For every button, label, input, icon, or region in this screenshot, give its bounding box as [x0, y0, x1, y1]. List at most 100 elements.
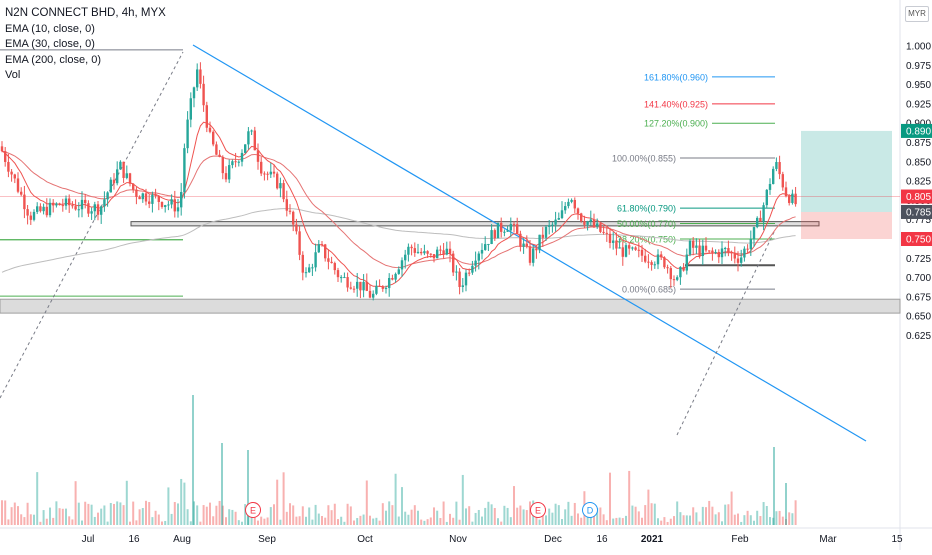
- volume-bar: [215, 505, 218, 525]
- candle-body: [474, 260, 477, 266]
- candle-body: [26, 209, 29, 216]
- candle-body: [189, 98, 192, 120]
- volume-bar: [609, 472, 611, 525]
- volume-bar: [791, 513, 794, 525]
- volume-bar: [769, 517, 771, 525]
- candle-body: [416, 251, 420, 253]
- volume-bar: [737, 513, 739, 525]
- candle-body: [359, 281, 362, 291]
- volume-bar: [29, 514, 32, 525]
- volume-bar: [442, 501, 445, 525]
- candle-body: [224, 173, 228, 180]
- candle-body: [36, 206, 39, 212]
- candle-body: [74, 206, 77, 210]
- candle-body: [208, 127, 212, 132]
- volume-bar: [337, 519, 339, 525]
- candle-body: [42, 206, 45, 212]
- volume-bar: [557, 505, 560, 525]
- candle-body: [96, 204, 100, 215]
- candle-body: [612, 240, 615, 243]
- candle-body: [730, 252, 733, 254]
- volume-bar: [26, 502, 29, 525]
- volume-bar: [465, 508, 467, 525]
- candle-body: [564, 206, 567, 211]
- candle-body: [525, 243, 528, 247]
- volume-bar: [225, 517, 227, 525]
- volume-bar: [509, 517, 512, 525]
- candle-body: [692, 240, 695, 248]
- volume-bar: [717, 512, 720, 525]
- volume-bar: [455, 501, 458, 525]
- volume-bar: [676, 501, 679, 525]
- candle-body: [608, 233, 612, 243]
- candle-body: [740, 257, 743, 263]
- volume-bar: [436, 510, 439, 525]
- volume-bar: [129, 521, 131, 525]
- candle-body: [458, 271, 461, 287]
- volume-bar: [689, 515, 691, 525]
- candle-body: [234, 161, 237, 163]
- volume-bar: [327, 505, 330, 525]
- ema10-label[interactable]: EMA (10, close, 0): [5, 22, 95, 35]
- volume-bar: [762, 502, 765, 525]
- volume-bar: [548, 508, 551, 525]
- candle-body: [250, 130, 253, 132]
- candle-body: [311, 267, 314, 269]
- y-tick-label: 0.950: [906, 80, 931, 91]
- volume-bar: [407, 514, 410, 525]
- y-tick-label: 0.925: [906, 99, 931, 110]
- candle-body: [276, 173, 279, 189]
- volume-bar: [538, 519, 541, 525]
- volume-bar: [23, 517, 26, 525]
- event-label: E: [535, 506, 541, 516]
- volume-bar: [321, 516, 323, 525]
- candle-body: [679, 266, 682, 278]
- volume-bar: [682, 515, 685, 525]
- y-tick-label: 0.875: [906, 138, 931, 149]
- volume-bar: [554, 503, 557, 525]
- candle-body: [154, 194, 157, 197]
- volume-bar: [381, 503, 384, 525]
- candle-body: [352, 288, 356, 290]
- candle-body: [445, 248, 448, 255]
- candle-body: [535, 248, 538, 251]
- ema200-label[interactable]: EMA (200, close, 0): [5, 53, 101, 66]
- volume-bar: [733, 514, 736, 525]
- candle-body: [557, 218, 560, 220]
- volume-label[interactable]: Vol: [5, 69, 21, 81]
- candle-body: [756, 217, 759, 228]
- candle-body: [317, 244, 320, 253]
- candle-body: [32, 211, 36, 220]
- candle-body: [221, 156, 224, 174]
- volume-bar: [481, 516, 483, 525]
- volume-bar: [241, 521, 243, 525]
- volume-bar: [87, 503, 90, 525]
- volume-bar: [13, 502, 16, 525]
- candle-body: [68, 198, 71, 206]
- candle-body: [602, 231, 605, 233]
- currency-badge[interactable]: MYR: [905, 6, 929, 22]
- candle-body: [288, 210, 292, 212]
- candle-body: [109, 179, 112, 193]
- volume-bar: [445, 521, 448, 525]
- candle-body: [666, 267, 669, 269]
- candle-body: [420, 251, 423, 254]
- volume-bar: [305, 516, 307, 525]
- candle-body: [743, 248, 746, 258]
- y-tick-label: 0.775: [906, 215, 931, 226]
- volume-bar: [621, 518, 624, 525]
- candle-body: [45, 206, 48, 216]
- candle-body: [410, 246, 413, 249]
- candle-body: [429, 253, 432, 255]
- volume-bar: [250, 511, 253, 525]
- ema30-label[interactable]: EMA (30, close, 0): [5, 38, 95, 50]
- price-marker-bg: [901, 204, 932, 219]
- volume-bar: [84, 501, 87, 525]
- volume-bar: [378, 520, 381, 525]
- candle-body: [0, 146, 4, 152]
- candle-body: [362, 281, 365, 291]
- candle-body: [560, 210, 564, 219]
- volume-bar: [164, 520, 167, 525]
